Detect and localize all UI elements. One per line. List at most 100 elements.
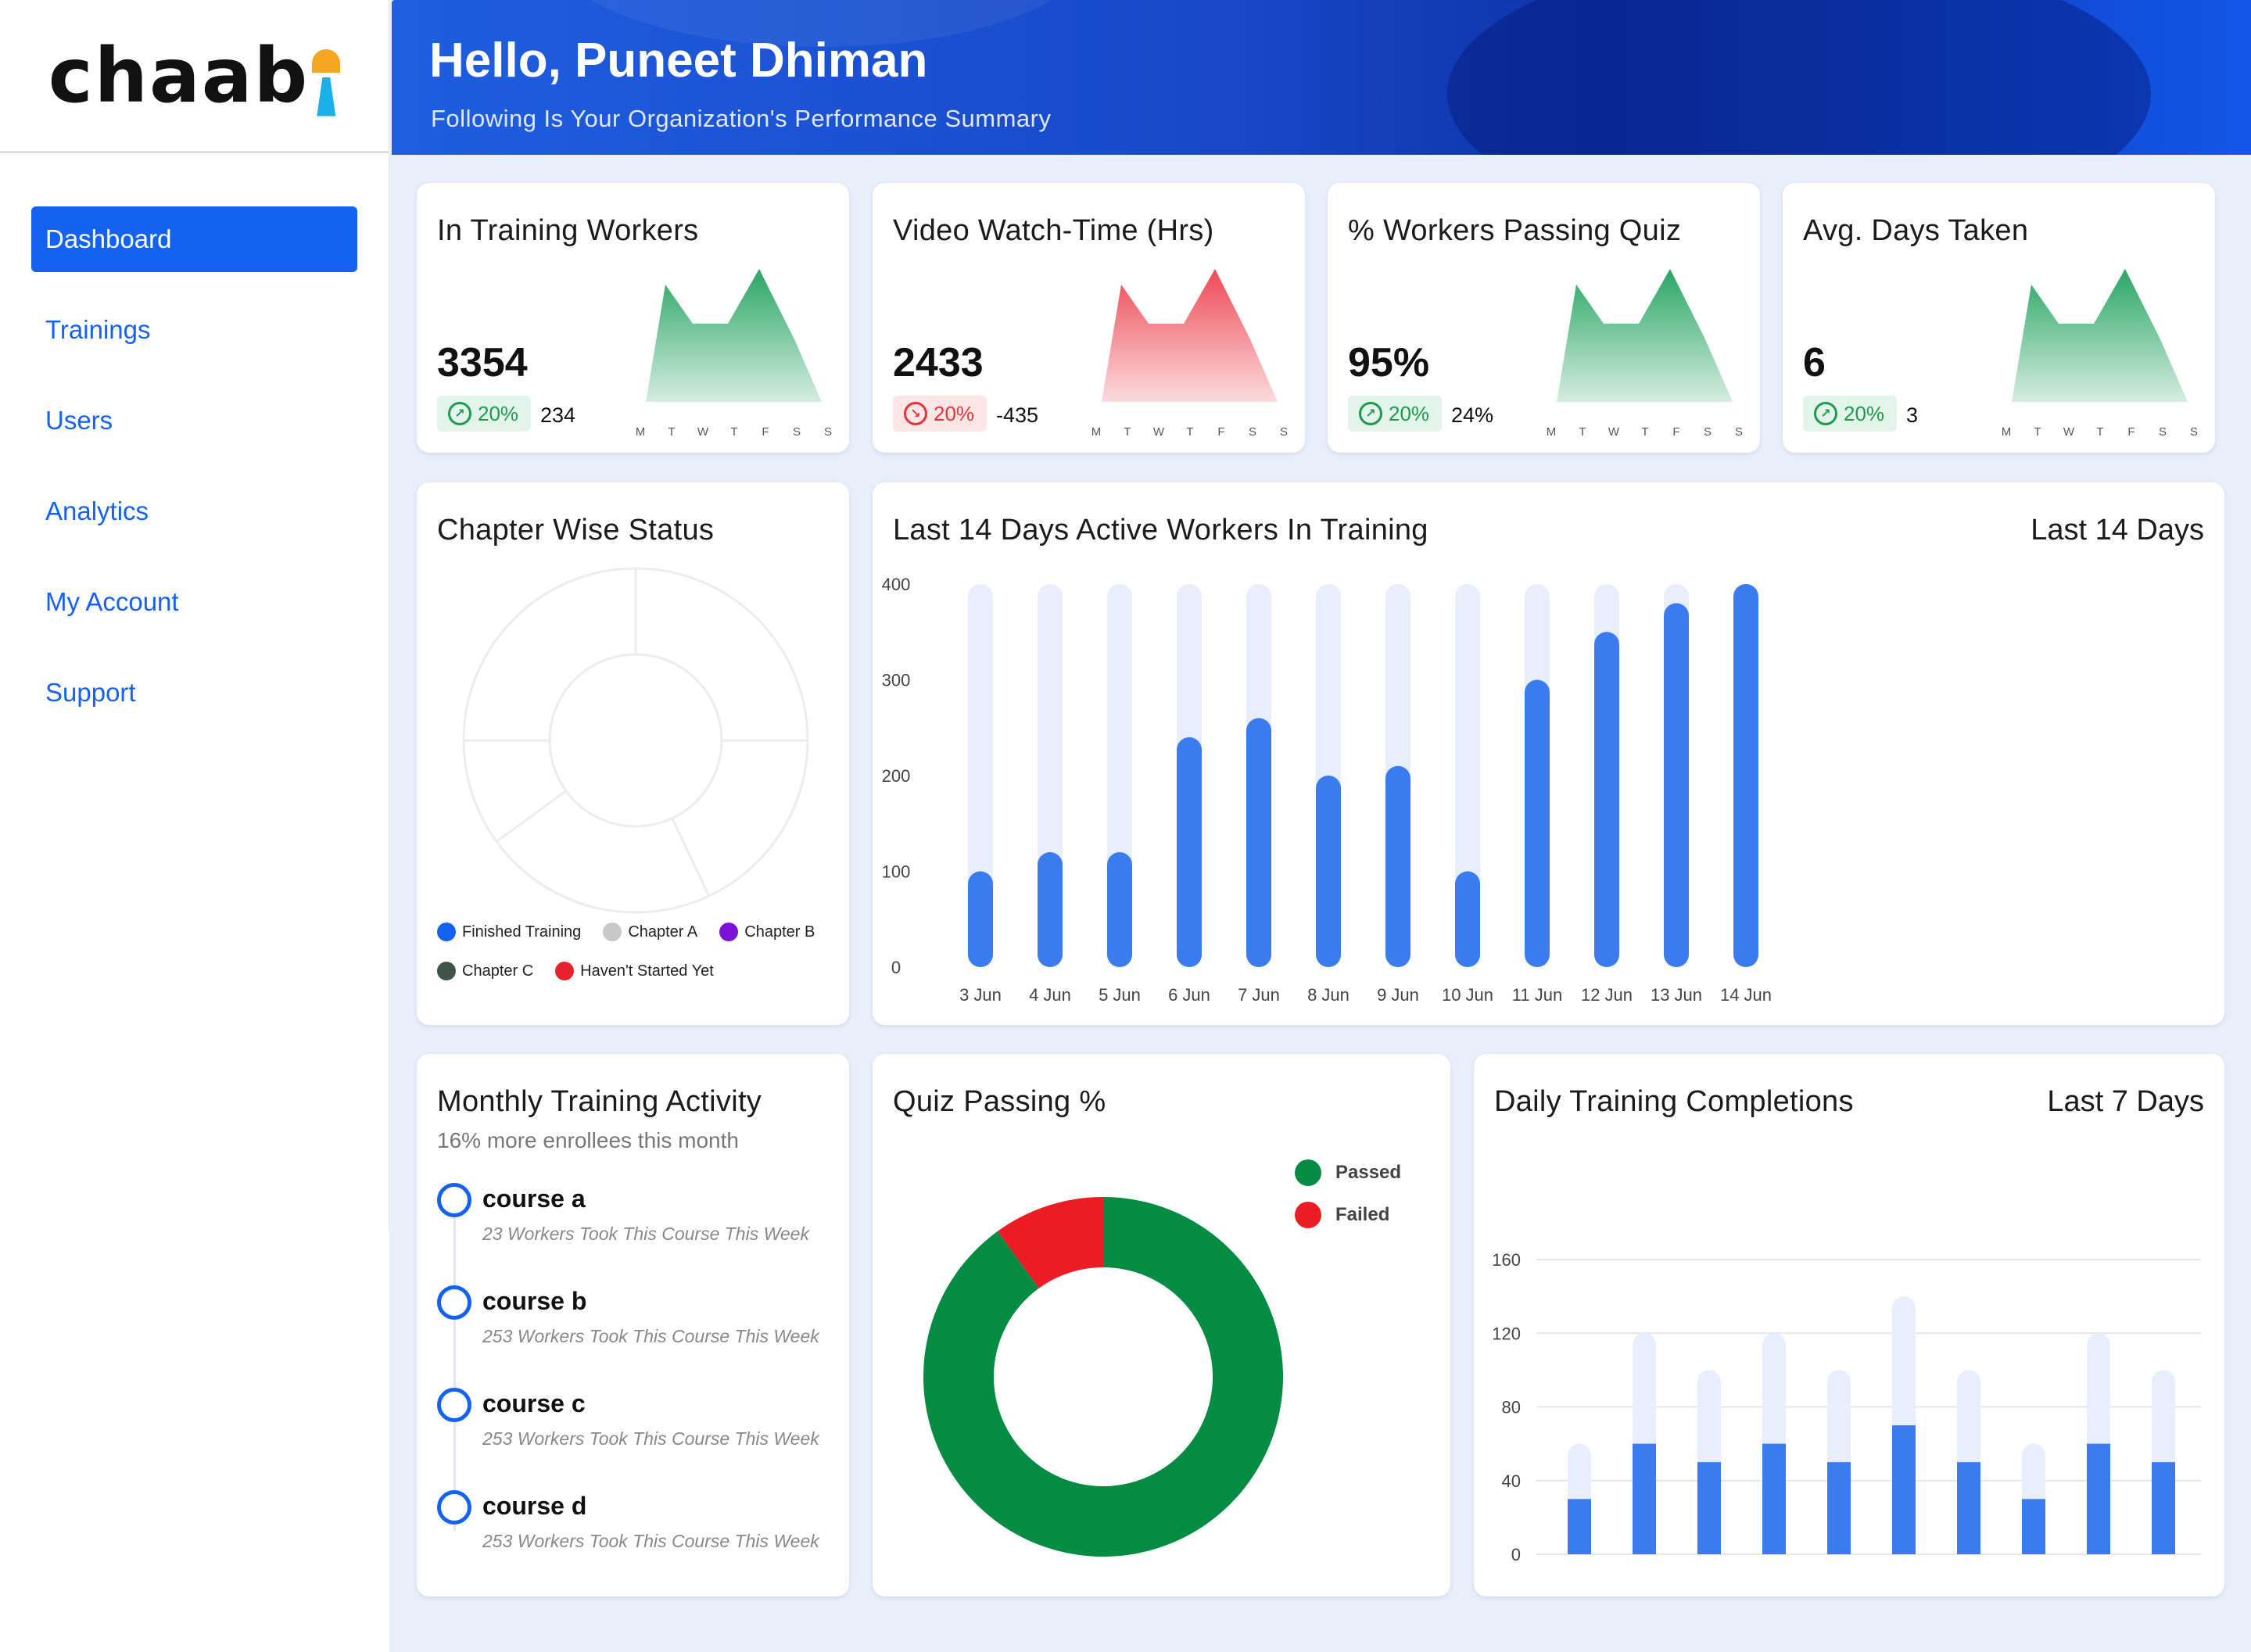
bar-completions[interactable]: [1892, 1425, 1916, 1554]
range-label[interactable]: Last 7 Days: [2047, 1085, 2204, 1118]
bar-completions[interactable]: [1827, 1462, 1851, 1554]
stat-value: 95%: [1348, 340, 1430, 385]
bar-14-jun[interactable]: [1733, 584, 1758, 967]
stat-value: 3354: [437, 340, 528, 385]
daily-completions-card: Daily Training Completions Last 7 Days 0…: [1474, 1054, 2224, 1596]
chapter-slice-divider: [671, 817, 711, 897]
sparkline-day-label: S: [2190, 425, 2198, 439]
stat-title: Avg. Days Taken: [1803, 214, 2029, 247]
legend-item[interactable]: Finished Training: [437, 923, 581, 941]
x-tick-label: 9 Jun: [1377, 985, 1419, 1005]
bar-completions[interactable]: [1568, 1499, 1591, 1554]
range-label[interactable]: Last 14 Days: [2031, 514, 2204, 546]
bar-9-jun[interactable]: [1385, 765, 1410, 967]
x-tick-label: 11 Jun: [1512, 985, 1562, 1005]
bar-3-jun[interactable]: [968, 871, 993, 968]
x-tick-label: 3 Jun: [959, 985, 1002, 1005]
x-tick-label: 8 Jun: [1307, 985, 1350, 1005]
sparkline-day-label: M: [1091, 425, 1102, 439]
stat-title: % Workers Passing Quiz: [1348, 214, 1682, 247]
y-tick-label: 200: [882, 766, 911, 786]
legend-item[interactable]: Chapter B: [719, 923, 815, 941]
sparkline-day-label: M: [2002, 425, 2012, 439]
bar-10-jun[interactable]: [1455, 871, 1480, 968]
bar-8-jun[interactable]: [1316, 776, 1341, 967]
x-tick-label: 12 Jun: [1581, 985, 1633, 1005]
circle-icon: [437, 1183, 471, 1217]
bar-completions[interactable]: [2152, 1462, 2175, 1554]
legend-label: Chapter C: [462, 962, 534, 980]
quiz-legend: Passed Failed: [1295, 1152, 1401, 1236]
logo[interactable]: chaab: [0, 0, 389, 153]
sidebar-item-support[interactable]: Support: [45, 678, 136, 707]
slice-failed[interactable]: [997, 1197, 1103, 1288]
trend-percent: 20%: [478, 401, 519, 425]
sidebar-item-dashboard[interactable]: Dashboard: [31, 206, 357, 272]
sparkline-area: [1102, 269, 1278, 402]
sparkline-day-label: W: [1608, 425, 1620, 439]
legend-label: Finished Training: [462, 923, 582, 941]
main-content: Hello, Puneet Dhiman Following Is Your O…: [389, 0, 2251, 1652]
sparkline-day-label: T: [2096, 425, 2103, 439]
x-tick-label: 10 Jun: [1442, 985, 1493, 1005]
x-tick-label: 7 Jun: [1238, 985, 1280, 1005]
legend-item[interactable]: Chapter C: [437, 962, 533, 980]
slice-passed[interactable]: [923, 1197, 1283, 1557]
sparkline-day-label: T: [1124, 425, 1131, 439]
page-title: Hello, Puneet Dhiman: [429, 34, 928, 88]
legend-item[interactable]: Chapter A: [603, 923, 697, 941]
legend-item[interactable]: Failed: [1295, 1194, 1401, 1236]
bar-11-jun[interactable]: [1525, 679, 1550, 968]
legend-item[interactable]: Passed: [1295, 1152, 1401, 1194]
stat-card: Video Watch-Time (Hrs) 2433 ↘ 20% -435 M T W T F S…: [873, 183, 1305, 453]
y-tick-label: 0: [1511, 1545, 1521, 1564]
stat-delta: 234: [540, 403, 576, 427]
card-title: Chapter Wise Status: [437, 514, 715, 546]
legend-label: Failed: [1335, 1204, 1390, 1225]
bar-4-jun[interactable]: [1038, 852, 1063, 967]
y-tick-label: 300: [882, 671, 911, 690]
bar-completions[interactable]: [2022, 1499, 2045, 1554]
bar-13-jun[interactable]: [1664, 603, 1689, 968]
trend-badge: ↘ 20%: [893, 396, 988, 432]
bar-completions[interactable]: [1633, 1443, 1656, 1554]
bar-12-jun[interactable]: [1594, 632, 1619, 967]
sidebar-item-trainings[interactable]: Trainings: [45, 315, 151, 344]
bar-track: [968, 584, 993, 967]
trend-badge: ↗ 20%: [1348, 396, 1443, 432]
sidebar-item-users[interactable]: Users: [45, 406, 113, 435]
logo-text: chaab: [48, 31, 310, 120]
sparkline-area: [646, 269, 822, 402]
bar-completions[interactable]: [1697, 1462, 1721, 1554]
bar-5-jun[interactable]: [1107, 852, 1132, 967]
stat-value: 6: [1803, 340, 1826, 385]
sidebar-item-my-account[interactable]: My Account: [45, 587, 179, 616]
sparkline-area: [1557, 269, 1733, 402]
legend-dot: [1295, 1202, 1321, 1228]
course-desc: 253 Workers Took This Course This Week: [482, 1531, 819, 1551]
bar-completions[interactable]: [1957, 1462, 1980, 1554]
legend-item[interactable]: Haven't Started Yet: [555, 962, 714, 980]
monthly-activity-card: Monthly Training Activity 16% more enrol…: [417, 1054, 849, 1596]
x-tick-label: 6 Jun: [1168, 985, 1210, 1005]
legend-dot: [437, 962, 456, 980]
sparkline-day-label: T: [2034, 425, 2041, 439]
legend-label: Passed: [1335, 1162, 1402, 1183]
sparkline-day-label: W: [697, 425, 709, 439]
x-tick-label: 14 Jun: [1720, 985, 1772, 1005]
bar-completions[interactable]: [1762, 1443, 1786, 1554]
legend-label: Haven't Started Yet: [580, 962, 714, 980]
trend-percent: 20%: [1389, 401, 1430, 425]
card-title: Monthly Training Activity: [437, 1085, 762, 1118]
sidebar-item-analytics[interactable]: Analytics: [45, 496, 149, 525]
stat-value: 2433: [893, 340, 984, 385]
bar-6-jun[interactable]: [1177, 737, 1202, 967]
sparkline-day-label: M: [1547, 425, 1557, 439]
stat-title: Video Watch-Time (Hrs): [893, 214, 1214, 247]
chapter-legend: Finished Training Chapter A Chapter B: [437, 923, 837, 941]
bar-7-jun[interactable]: [1246, 718, 1271, 968]
trend-up-icon: ↗: [1814, 402, 1837, 425]
legend-dot: [437, 923, 456, 941]
sparkline-day-label: S: [2159, 425, 2167, 439]
bar-completions[interactable]: [2087, 1443, 2110, 1554]
